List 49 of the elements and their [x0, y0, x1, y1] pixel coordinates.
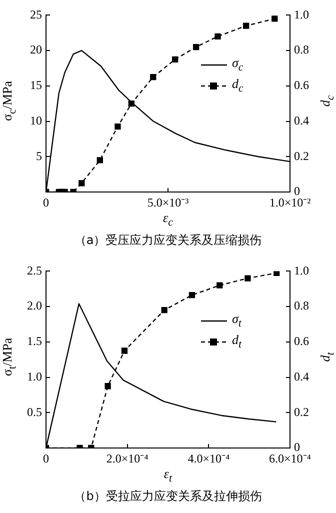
y2-tick-label: 1.0	[294, 263, 309, 278]
y2-tick-label: 0.2	[294, 404, 309, 419]
y-tick-label: 20	[30, 42, 42, 57]
x-tick-label: 2.0×10⁻⁴	[106, 451, 148, 466]
y-tick-label: 15	[30, 78, 42, 92]
point	[150, 74, 156, 80]
x-tick-label: 0	[43, 195, 49, 210]
x-tick-label: 0	[43, 451, 49, 466]
point	[188, 292, 196, 298]
y2-tick-label: 0.6	[294, 78, 309, 92]
point	[96, 157, 103, 164]
point	[104, 383, 111, 390]
y2-tick-label: 0.4	[294, 113, 309, 128]
y2-tick-label: 0.2	[294, 148, 309, 163]
point	[216, 282, 223, 288]
y2-tick-label: 0.8	[294, 42, 309, 57]
point	[243, 22, 250, 29]
point	[121, 348, 128, 354]
y2-tick-label: 0.4	[294, 369, 309, 384]
y-tick-label: 2.0	[27, 298, 42, 313]
legend-label: d$_{c}$	[232, 76, 244, 96]
point	[214, 33, 221, 40]
text: （b）受拉应力应变关系及拉伸损伤	[73, 488, 263, 505]
point	[172, 56, 178, 62]
point	[244, 275, 251, 282]
y-tick-label: 2.5	[27, 263, 42, 278]
legend-label: d$_{t}$	[232, 332, 242, 352]
point	[192, 44, 200, 50]
point	[78, 180, 85, 186]
y-tick-label: 1.0	[27, 369, 42, 384]
y-tick-label: 1.5	[27, 334, 42, 348]
y-tick-label: 0.5	[27, 404, 42, 419]
y2-tick-label: 0.6	[294, 334, 309, 348]
text: （a）受压应力应变关系及压缩损伤	[73, 232, 263, 249]
y-tick-label: 10	[30, 113, 42, 128]
point	[114, 124, 121, 130]
legend-label: σ$_{t}$	[232, 311, 242, 332]
point	[161, 307, 168, 314]
y-tick-label: 25	[30, 7, 42, 22]
x-tick-label: 5.0×10⁻³	[147, 195, 190, 210]
point	[274, 271, 280, 276]
x-tick-label: 4.0×10⁻⁴	[188, 451, 230, 466]
y2-tick-label: 0.8	[294, 298, 309, 313]
x-axis-title: ε$_{c}$	[163, 210, 173, 229]
x-axis-title: ε$_{t}$	[164, 466, 172, 485]
legend-label: σ$_{c}$	[232, 55, 244, 76]
point	[272, 16, 278, 22]
y-tick-label: 5	[36, 148, 42, 163]
y2-tick-label: 1.0	[294, 7, 309, 22]
